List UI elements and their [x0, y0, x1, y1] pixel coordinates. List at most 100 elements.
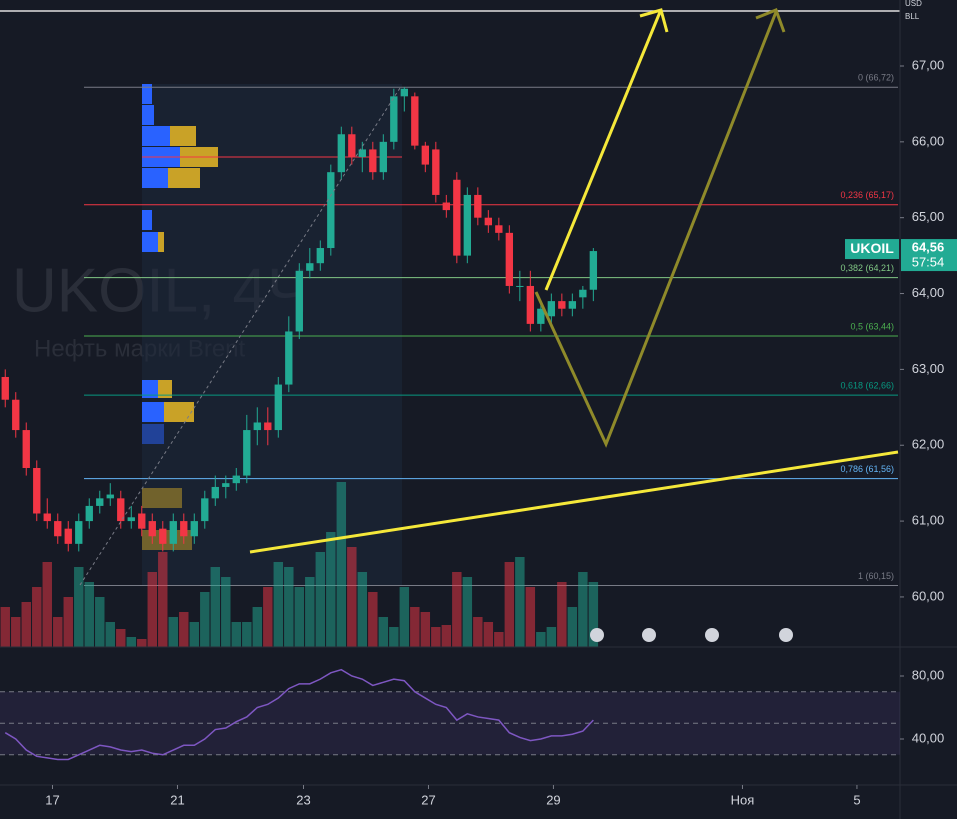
volume-bar	[294, 587, 305, 647]
candle-body	[138, 513, 146, 529]
volume-bar	[525, 587, 536, 647]
candle-body	[243, 430, 251, 476]
candle-body	[211, 486, 219, 499]
fib-label: 0,236 (65,17)	[840, 190, 894, 200]
candle-body	[274, 384, 282, 431]
volume-bar	[399, 587, 410, 647]
candle-body	[495, 225, 503, 233]
volume-bar	[567, 607, 578, 647]
top-label: USD	[905, 0, 922, 8]
candle-body	[159, 528, 167, 544]
candle-body	[127, 517, 135, 522]
candle-body	[337, 134, 345, 173]
selection-range	[142, 84, 402, 586]
symbol-label: UKOIL	[850, 240, 894, 256]
candle-body	[54, 521, 62, 537]
volume-bar	[326, 532, 336, 647]
candle-body	[285, 331, 293, 385]
volume-bar	[210, 567, 221, 647]
candle-body	[411, 96, 419, 146]
volume-bar	[273, 562, 284, 647]
candle-body	[169, 521, 177, 544]
volume-bar	[378, 617, 389, 647]
rsi-line	[4, 668, 594, 761]
candle-body	[96, 498, 104, 506]
candle-body	[526, 285, 535, 324]
volume-bar	[410, 607, 420, 647]
volume-bar	[473, 617, 483, 647]
volume-bar	[95, 597, 105, 647]
volume-bar	[420, 612, 431, 647]
candle-body	[222, 483, 230, 487]
y-tick-label: 62,00	[912, 437, 945, 452]
volume-bar	[158, 552, 168, 647]
candle-body	[264, 422, 272, 431]
volume-bar	[504, 562, 515, 647]
volume-bar	[431, 627, 441, 647]
symbol-badge	[845, 239, 899, 260]
volume-bar	[483, 622, 494, 647]
x-tick-label: 17	[45, 792, 59, 807]
candle-body	[474, 194, 482, 218]
fib-label: 1 (60,15)	[858, 571, 894, 581]
candle-body	[421, 145, 429, 165]
y-tick-label: 63,00	[912, 361, 945, 376]
candle-body	[316, 248, 324, 264]
candle-body	[190, 521, 198, 537]
volume-bar	[179, 612, 189, 647]
candle-body	[358, 149, 366, 158]
volume-bar	[263, 587, 273, 647]
volume-bar	[315, 552, 326, 647]
candle-body	[505, 232, 514, 286]
candle-body	[12, 399, 20, 431]
candle-body	[180, 521, 188, 537]
candle-body	[400, 88, 408, 97]
candle-body	[484, 217, 493, 226]
candle-body	[432, 149, 440, 195]
volume-bar	[305, 577, 315, 647]
candle-body	[390, 96, 398, 142]
fib-label: 0,5 (63,44)	[850, 321, 894, 331]
y-tick-label: 67,00	[912, 57, 945, 72]
candle-body	[568, 301, 577, 309]
volume-bar	[452, 572, 462, 647]
candle-body	[85, 505, 93, 522]
volume-bar	[42, 562, 52, 647]
candle-body	[201, 498, 209, 522]
volume-bar	[53, 617, 63, 647]
candle-body	[253, 422, 261, 431]
candle-body	[589, 251, 598, 290]
candle-body	[547, 301, 556, 317]
volume-bar	[21, 602, 31, 647]
candle-body	[579, 289, 587, 298]
candle-body	[22, 430, 30, 468]
candle-body	[117, 498, 125, 522]
volume-bar	[32, 587, 42, 647]
volume-bar	[368, 592, 378, 647]
candle-body	[442, 202, 450, 211]
volume-bar	[74, 567, 84, 647]
candle-body	[106, 494, 114, 499]
price-label: 64,56	[912, 240, 945, 255]
candle-body	[463, 194, 472, 256]
volume-bar	[116, 629, 126, 647]
x-tick-label: Ноя	[731, 792, 755, 807]
volume-bar	[557, 582, 567, 647]
volume-bar	[578, 572, 588, 647]
candle-body	[33, 467, 41, 514]
fib-label: 0,382 (64,21)	[840, 263, 894, 273]
volume-bar	[252, 607, 263, 647]
volume-bar	[168, 617, 179, 647]
fib-label: 0,618 (62,66)	[840, 381, 894, 391]
x-tick-label: 29	[546, 792, 560, 807]
volume-bar	[242, 622, 252, 647]
fib-label: 0,786 (61,56)	[840, 464, 894, 474]
volume-bar	[105, 622, 115, 647]
price-badge	[901, 239, 957, 272]
drawings	[0, 8, 900, 642]
y-tick-label: 64,00	[912, 285, 945, 300]
x-tick-label: 5	[853, 792, 860, 807]
candle-body	[537, 308, 545, 324]
